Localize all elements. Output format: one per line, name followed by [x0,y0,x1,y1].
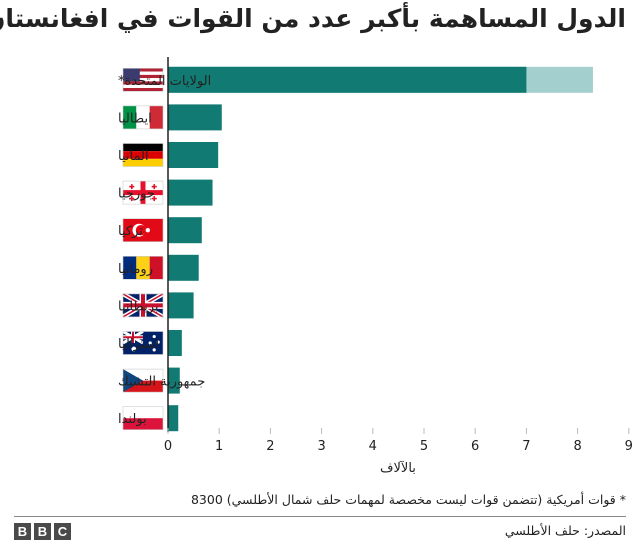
flag-part [153,196,155,202]
x-tick-label: 3 [317,439,325,454]
flag-part [123,158,163,167]
flag-border [122,293,164,318]
source-text: المصدر: حلف الأطلسي [504,523,626,538]
flag-part [131,196,133,202]
flag-part [145,228,150,233]
x-tick-label: 5 [420,439,428,454]
czech-flag-icon [122,368,164,393]
bar [168,292,194,319]
flag-part [135,225,147,236]
flag-part [123,78,163,82]
bar [168,142,219,168]
flag-part [152,348,156,352]
flag-border [122,218,164,242]
bar [168,104,222,131]
flag-part [123,71,163,75]
bbc-logo-letter: B [34,523,51,540]
bbc-logo-letter: C [54,523,71,540]
flag-border [122,406,164,431]
bar [168,66,527,93]
flag-part [123,369,143,393]
flag-part [149,105,163,129]
flag-part [123,418,163,430]
category-label: الولايات المتحدة* [118,74,211,89]
romania-flag-icon [122,255,164,280]
georgia-flag-icon [122,180,164,205]
footnote: * قوات أمريكية (تتضمن قوات ليست مخصصة لم… [190,492,626,507]
flag-part [123,380,163,393]
flag-border [122,180,164,205]
x-tick-label: 8 [573,439,581,454]
flag-part [123,68,163,72]
flag-part [123,293,163,317]
flag-border [122,143,164,167]
italy-flag-icon [122,105,164,130]
flag-part [149,256,163,280]
usa-flag-icon [122,68,164,92]
flag-part [156,340,160,344]
x-axis-label: بالآلاف [380,460,416,476]
flag-part [152,334,156,339]
flag-part [131,184,133,190]
uk-flag-icon [121,291,165,319]
category-label: تركيا [118,224,143,239]
bar [168,217,202,244]
turkey-flag-icon [122,218,164,242]
germany-flag-icon [122,143,164,167]
flag-part [148,341,152,345]
flag-border [122,105,164,130]
category-label: المانيا [118,149,149,164]
category-label: ايطاليا [118,111,152,126]
poland-flag-icon [122,406,164,431]
flag-part [123,151,163,159]
flag-part [136,105,150,129]
category-label: رومانيا [118,262,153,277]
category-label: جورجيا [118,187,155,202]
category-label: استراليا [118,337,159,352]
x-tick-label: 1 [215,439,223,454]
bbc-logo-letter: B [14,523,31,540]
flag-part [131,346,137,352]
australia-flag-icon [122,330,164,355]
bar [168,405,179,432]
bar [168,179,213,206]
category-label: جمهورية التشيك [118,375,205,390]
footer-divider [14,516,626,517]
bar [168,254,199,281]
x-tick-label: 0 [164,439,172,454]
bbc-logo: B B C [14,523,71,540]
x-tick-label: 6 [471,439,479,454]
flag-border [122,368,164,393]
bar-chart: الولايات المتحدة* ايطاليا المانيا جورجيا ترك… [118,57,633,476]
flag-part [123,81,163,85]
flag-part [123,190,163,196]
flag-border [122,331,164,355]
category-label: بريطانيا [118,299,159,314]
flag-border [122,68,164,92]
flag-part [136,256,150,280]
bar [168,367,180,394]
flag-part [153,184,155,190]
flag-border [122,255,164,280]
flag-part [123,88,163,92]
bar [168,330,182,356]
flag-part [123,369,163,381]
x-tick-label: 2 [266,439,274,454]
flag-part [123,331,143,343]
category-label: بولندا [118,412,147,427]
flag-part [123,68,140,82]
flag-part [123,256,137,280]
x-tick-label: 7 [522,439,530,454]
x-tick-label: 9 [625,439,633,454]
flag-part [123,406,163,419]
chart-title: الدول المساهمة بأكبر عدد من القوات في اف… [0,4,626,33]
flag-part [123,143,163,152]
flag-part [123,74,163,79]
x-tick-label: 4 [369,439,377,454]
flag-part [123,105,137,129]
flag-part [123,84,163,89]
